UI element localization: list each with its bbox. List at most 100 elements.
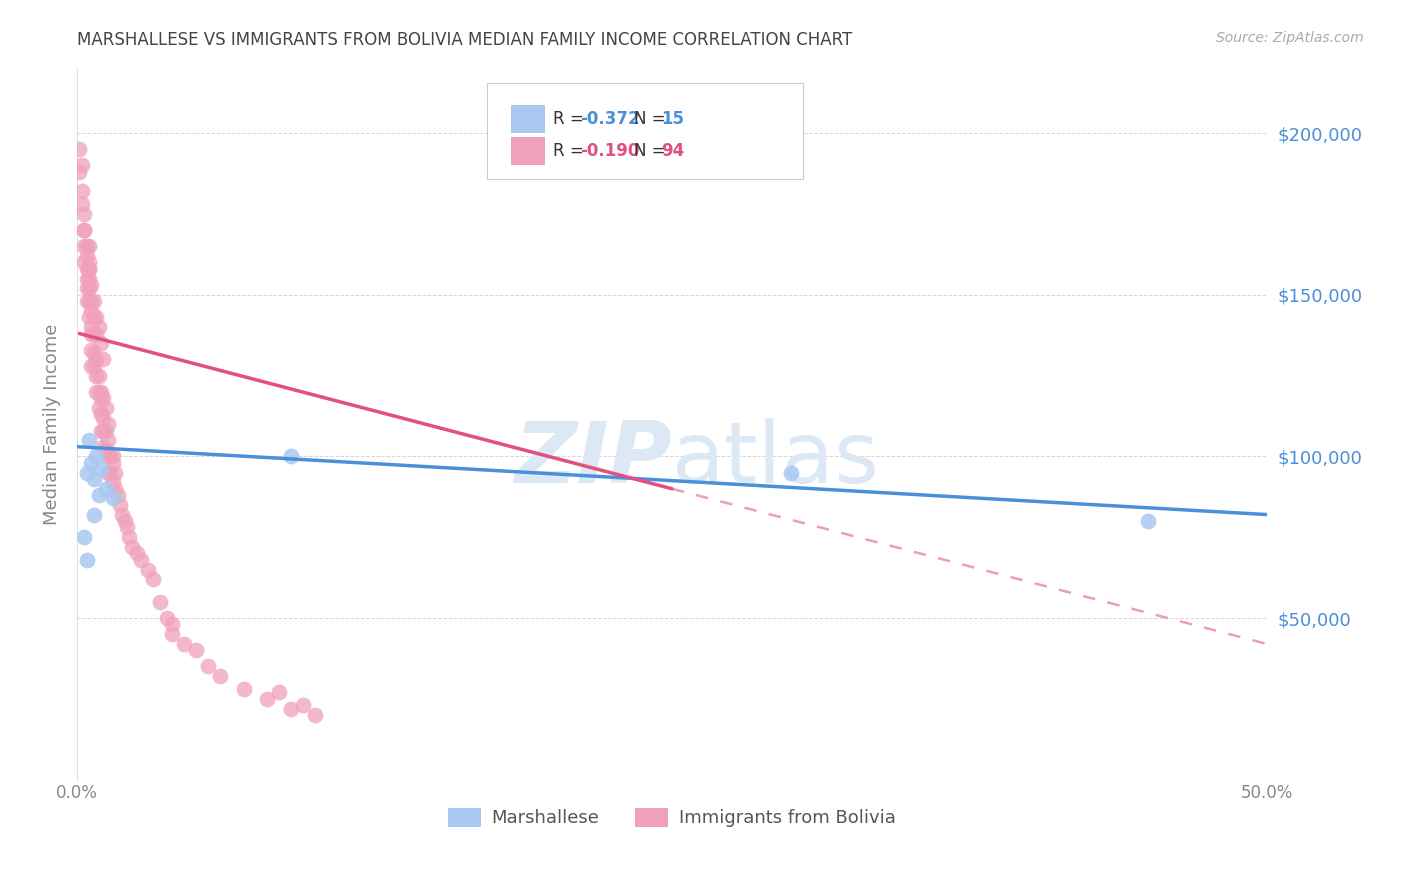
Point [269,685,291,699]
Point [304,708,326,723]
Text: 15: 15 [661,110,685,128]
Text: N =: N = [634,142,671,160]
Text: Source: ZipAtlas.com: Source: ZipAtlas.com [1216,31,1364,45]
Point [70,197,93,211]
Text: -0.190: -0.190 [581,142,640,160]
Point [83,346,105,360]
Point [69,165,91,179]
Point [83,310,105,325]
Point [100,450,122,464]
Point [90,424,112,438]
Text: -0.372: -0.372 [581,110,640,128]
Point [208,669,231,683]
Point [184,643,207,657]
Point [83,326,105,341]
Point [90,384,112,399]
Point [80,326,103,341]
Point [76,294,98,309]
Point [69,142,91,156]
Point [104,482,127,496]
Point [76,466,98,480]
Point [197,659,219,673]
Point [77,434,100,448]
Text: MARSHALLESE VS IMMIGRANTS FROM BOLIVIA MEDIAN FAMILY INCOME CORRELATION CHART: MARSHALLESE VS IMMIGRANTS FROM BOLIVIA M… [77,31,852,49]
Point [80,304,103,318]
Point [80,278,103,293]
Point [90,336,112,351]
Point [91,391,114,405]
Point [90,462,112,476]
Point [84,368,107,383]
Point [101,491,124,506]
Point [280,450,302,464]
Point [91,352,114,367]
Point [76,239,98,253]
Point [107,488,129,502]
Point [80,359,103,373]
Point [80,456,103,470]
Point [142,572,165,586]
Point [94,424,117,438]
Y-axis label: Median Family Income: Median Family Income [44,324,60,524]
Point [80,343,103,357]
Point [108,498,131,512]
Point [90,391,112,405]
Point [138,562,160,576]
Point [73,223,96,237]
Point [91,410,114,425]
Point [70,159,93,173]
Point [100,466,122,480]
Text: atlas: atlas [672,418,880,501]
Point [256,691,278,706]
Point [1136,514,1159,528]
Point [94,442,117,457]
Point [94,401,117,415]
Point [83,508,105,522]
Point [101,450,124,464]
Point [173,637,195,651]
Point [87,384,110,399]
Point [280,701,302,715]
Point [77,239,100,253]
FancyBboxPatch shape [512,105,544,133]
Point [101,475,124,490]
Point [84,310,107,325]
Point [73,239,96,253]
Point [97,450,120,464]
Point [76,271,98,285]
Point [84,326,107,341]
Text: N =: N = [634,110,671,128]
Point [101,456,124,470]
Point [70,185,93,199]
Text: R =: R = [553,110,589,128]
Point [87,320,110,334]
Point [77,310,100,325]
Point [149,595,172,609]
Point [77,294,100,309]
Text: 94: 94 [661,142,685,160]
Point [73,207,96,221]
Point [73,223,96,237]
Point [77,255,100,269]
Point [73,255,96,269]
Point [111,508,134,522]
Point [76,261,98,276]
FancyBboxPatch shape [488,83,803,178]
Point [97,417,120,431]
Point [94,482,117,496]
Point [114,514,136,528]
Point [91,440,114,454]
Point [87,401,110,415]
Point [121,540,143,554]
Point [77,281,100,295]
Point [156,611,179,625]
Point [131,553,153,567]
Text: ZIP: ZIP [515,418,672,501]
Point [84,450,107,464]
Point [87,368,110,383]
Point [76,553,98,567]
Point [125,546,148,560]
Point [73,530,96,544]
Point [97,466,120,480]
Point [91,424,114,438]
